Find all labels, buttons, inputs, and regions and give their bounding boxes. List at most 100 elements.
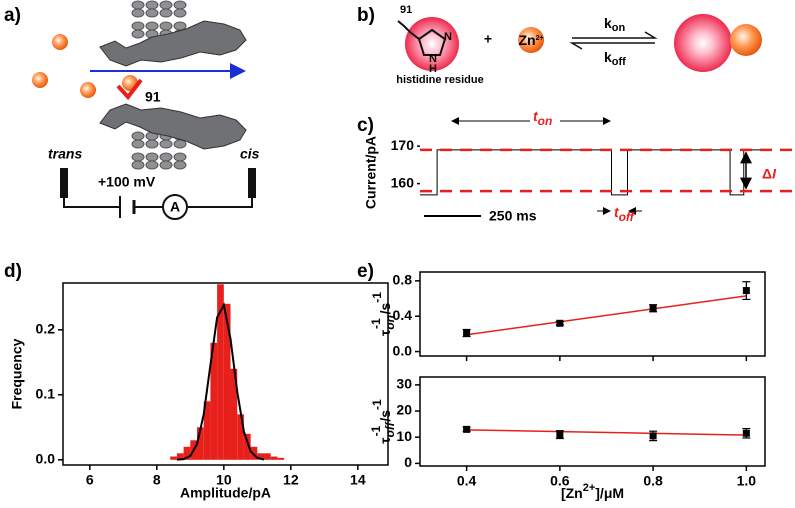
electrode [60, 168, 68, 198]
lipid [159, 160, 173, 170]
residue-name: histidine residue [396, 74, 483, 86]
residue-marker [116, 78, 143, 101]
symbol: t [533, 108, 539, 124]
lipid [145, 139, 159, 149]
lipid [131, 131, 145, 141]
data-point [463, 329, 471, 337]
k-sub: on [612, 22, 626, 34]
tau: τ [377, 437, 393, 444]
xlabel-sup: 2+ [583, 482, 596, 494]
x-tick-label: 1.0 [737, 473, 757, 489]
xlabel-pre: [Zn [561, 485, 583, 501]
complex-ion [730, 24, 762, 56]
lipid [131, 0, 145, 10]
zinc-ion [518, 27, 544, 53]
histogram-bar [264, 453, 271, 460]
unit: /s [377, 410, 393, 422]
protein [99, 20, 247, 67]
ion [52, 34, 68, 50]
data-point [556, 431, 564, 439]
lipid [173, 160, 187, 170]
forward-arrow [572, 31, 658, 39]
y-axis-label: τon-1/s-1 [369, 292, 397, 336]
y-axis-label: τoff-1/s-1 [369, 399, 397, 444]
delta-i-label: ΔI [762, 165, 777, 181]
lipid [173, 139, 187, 149]
unit-sup: -1 [370, 292, 384, 303]
lipid [145, 160, 159, 170]
data-point [742, 429, 750, 437]
x-tick-label: 0.6 [550, 473, 570, 489]
ion-label: Zn2+ [518, 32, 543, 48]
histogram-bar [183, 446, 191, 460]
ring-atom: N [429, 53, 437, 65]
ion-charge: 2+ [536, 35, 544, 42]
ion [80, 82, 96, 98]
protein [99, 103, 247, 150]
ammeter-label: A [170, 199, 180, 215]
plot-frame [419, 376, 766, 467]
y-tick-label: 20 [396, 402, 412, 418]
ammeter [162, 194, 188, 220]
y-tick-label: 0.4 [393, 307, 413, 323]
y-tick-label: 30 [396, 376, 412, 392]
histogram-bar [257, 453, 265, 460]
panel-label: e) [357, 261, 374, 282]
lipid [159, 8, 173, 18]
tau-sub: off [383, 421, 397, 437]
ring-atom: N [444, 31, 452, 43]
k: k [604, 15, 612, 31]
lipid [173, 152, 187, 162]
k-on: kon [604, 15, 626, 34]
k-off: koff [604, 49, 626, 68]
y-tick-label: 0.0 [36, 451, 56, 467]
k: k [604, 49, 612, 65]
residue-glow [405, 17, 459, 71]
histogram-bar [243, 433, 251, 460]
tau-sup: -1 [369, 425, 383, 436]
panel-label: c) [357, 115, 374, 136]
toff-label: toff [614, 204, 635, 224]
histogram-bar [197, 427, 204, 460]
y-tick-label: 0.2 [36, 321, 56, 337]
panel-label: a) [4, 5, 21, 26]
lipid [173, 21, 187, 31]
data-point [742, 287, 750, 295]
histogram-bar [176, 453, 184, 460]
lipid [159, 0, 173, 10]
y-axis-label: Current/pA [363, 136, 379, 209]
histogram-bar [203, 401, 211, 460]
histogram-bar [170, 456, 177, 460]
histogram-bar [210, 342, 218, 460]
data-point [649, 304, 657, 312]
x-tick-label: 10 [216, 472, 232, 488]
data-point [649, 432, 657, 440]
cis-label: cis [240, 146, 260, 162]
lipid [173, 8, 187, 18]
bond [397, 20, 420, 40]
unit: /s [377, 302, 393, 314]
panel-label: d) [4, 261, 22, 282]
y-axis-label: Frequency [9, 338, 25, 409]
y-tick-label: 160 [391, 174, 415, 190]
plus: + [484, 31, 492, 47]
histogram-bar [270, 456, 278, 460]
linear-fit [466, 429, 747, 436]
lipid [131, 29, 145, 39]
gaussian-fit [176, 302, 265, 461]
data-point [463, 425, 471, 433]
lipid [145, 21, 159, 31]
lipid-layer [131, 0, 187, 170]
lipid [131, 8, 145, 18]
subscript: on [538, 114, 553, 128]
plot-frame [62, 282, 389, 466]
lipid [145, 8, 159, 18]
tau-sup: -1 [369, 318, 383, 329]
histogram-bar [277, 457, 285, 460]
residue-number: 91 [145, 89, 161, 105]
x-tick-label: 0.8 [643, 473, 663, 489]
histogram-bar [230, 368, 238, 460]
residue-number: 91 [400, 4, 412, 16]
tau: τ [377, 329, 393, 336]
